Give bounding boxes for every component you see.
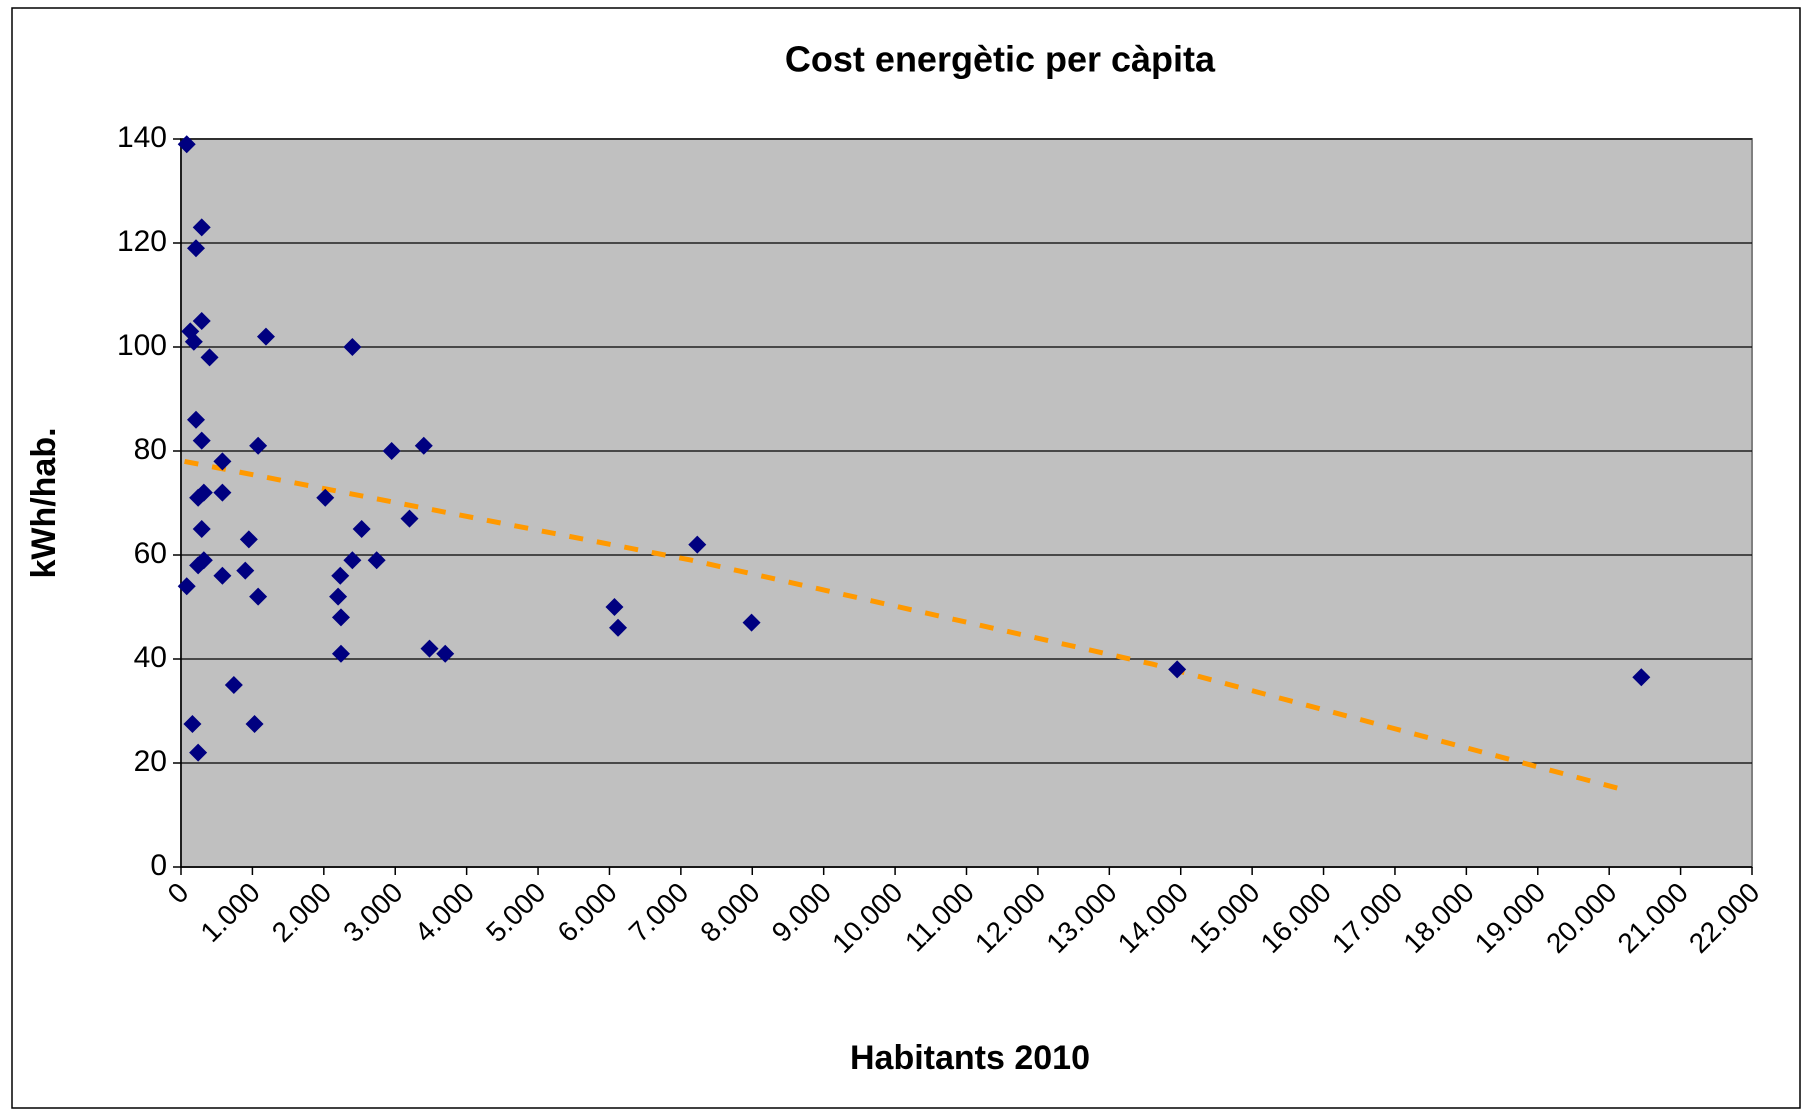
data-point: [414, 436, 433, 455]
data-point: [688, 535, 707, 554]
y-tick-label: 80: [134, 433, 167, 466]
data-point: [186, 239, 205, 258]
data-point: [192, 312, 211, 330]
data-point: [1632, 668, 1651, 687]
y-tick-label: 100: [117, 329, 167, 362]
data-point: [236, 561, 255, 580]
y-tick-label: 60: [134, 537, 167, 570]
data-point: [331, 566, 350, 585]
data-point: [213, 452, 232, 471]
y-tick-label: 20: [134, 745, 167, 778]
data-point: [249, 436, 268, 455]
plot-area: [180, 138, 1753, 868]
data-point: [177, 577, 196, 596]
data-point: [186, 410, 205, 429]
data-point: [249, 587, 268, 606]
data-point: [192, 520, 211, 538]
data-point: [192, 218, 211, 237]
y-tick-label: 120: [117, 225, 167, 258]
data-point: [367, 551, 386, 570]
data-point: [382, 442, 401, 460]
data-point: [200, 348, 219, 367]
data-point: [352, 520, 371, 538]
data-point: [213, 566, 232, 585]
data-point: [192, 431, 211, 450]
data-point: [177, 135, 196, 154]
x-axis-label: Habitants 2010: [850, 1039, 1090, 1077]
data-point: [239, 530, 258, 549]
data-point: [256, 327, 275, 346]
data-point: [329, 587, 348, 606]
data-point: [400, 509, 419, 528]
data-point: [605, 598, 624, 616]
data-point: [436, 644, 455, 663]
trend-line: [184, 458, 1630, 794]
data-point: [742, 613, 761, 632]
y-tick-label: 140: [117, 121, 167, 154]
data-point: [184, 332, 203, 351]
data-point: [420, 639, 439, 658]
data-point: [343, 551, 362, 570]
data-point: [316, 488, 335, 507]
y-tick-label: 40: [134, 641, 167, 674]
data-point: [331, 608, 350, 627]
data-point: [343, 338, 362, 356]
data-point: [213, 483, 232, 502]
data-point: [224, 676, 243, 694]
data-point: [245, 715, 264, 733]
data-point: [609, 618, 628, 637]
data-point: [183, 715, 202, 733]
data-point: [189, 488, 208, 507]
y-tick-label: 0: [150, 849, 167, 882]
data-point: [1168, 660, 1187, 679]
chart-title: Cost energètic per càpita: [785, 39, 1216, 80]
data-point: [189, 556, 208, 575]
y-axis-label: kWh/hab.: [25, 427, 63, 578]
data-point: [331, 644, 350, 663]
data-point: [189, 743, 208, 762]
